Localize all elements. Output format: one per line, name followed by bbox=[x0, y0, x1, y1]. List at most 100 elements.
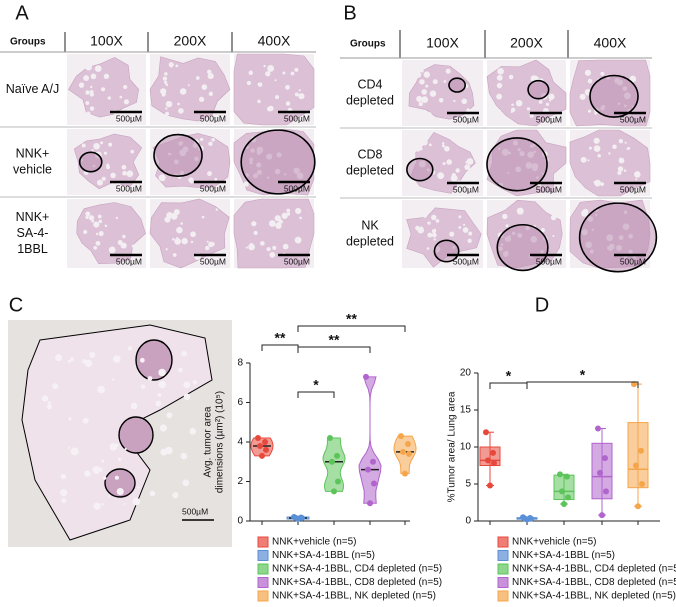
airspace bbox=[89, 351, 96, 358]
airspace bbox=[276, 222, 280, 225]
airspace bbox=[124, 447, 127, 451]
airspace bbox=[444, 145, 450, 152]
header-cell: 200X bbox=[510, 35, 543, 51]
row-label: depleted bbox=[346, 163, 394, 177]
legend-label: NNK+SA-4-1BBL, CD4 depleted (n=5) bbox=[272, 564, 442, 575]
airspace bbox=[85, 211, 91, 217]
airspace bbox=[429, 90, 437, 97]
airspace bbox=[505, 224, 509, 228]
significance-bracket bbox=[489, 382, 528, 389]
airspace bbox=[299, 216, 302, 220]
airspace bbox=[248, 243, 255, 251]
legend-swatch bbox=[497, 550, 509, 561]
legend-swatch bbox=[257, 577, 269, 588]
row-label: NNK+ bbox=[16, 210, 50, 224]
row-label: 1BBL bbox=[17, 242, 48, 256]
airspace bbox=[165, 83, 169, 86]
scale-label: 500µM bbox=[620, 256, 646, 266]
y-tick-label: 6 bbox=[237, 397, 243, 408]
scale-label: 500µM bbox=[536, 114, 562, 124]
row-label: Naïve A/J bbox=[6, 82, 60, 96]
data-point bbox=[331, 488, 337, 495]
panel-letter: D bbox=[535, 294, 549, 316]
data-point bbox=[259, 452, 265, 459]
airspace bbox=[187, 84, 190, 87]
airspace bbox=[587, 159, 590, 162]
data-point bbox=[367, 500, 373, 507]
airspace bbox=[208, 241, 214, 248]
airspace bbox=[608, 152, 611, 155]
airspace bbox=[122, 234, 126, 239]
airspace bbox=[132, 497, 141, 506]
airspace bbox=[275, 95, 280, 100]
lung-section bbox=[21, 324, 213, 541]
airspace bbox=[421, 139, 428, 146]
airspace bbox=[77, 243, 85, 251]
panel-letter: A bbox=[15, 2, 29, 24]
airspace bbox=[67, 359, 72, 363]
airspace bbox=[414, 71, 422, 78]
airspace bbox=[526, 107, 531, 111]
airspace bbox=[119, 95, 123, 99]
airspace bbox=[551, 68, 556, 73]
legend-swatch bbox=[497, 563, 509, 575]
airspace bbox=[453, 99, 456, 103]
airspace bbox=[269, 252, 276, 258]
header-cell: Groups bbox=[10, 37, 46, 48]
legend-swatch bbox=[257, 563, 269, 575]
airspace bbox=[162, 76, 168, 81]
data-point bbox=[329, 458, 335, 465]
airspace bbox=[166, 412, 173, 419]
significance-bracket bbox=[297, 391, 335, 398]
airspace bbox=[584, 69, 591, 76]
airspace bbox=[437, 172, 445, 180]
airspace bbox=[418, 101, 423, 107]
significance-label: ** bbox=[329, 332, 340, 348]
airspace bbox=[278, 219, 283, 224]
airspace bbox=[102, 476, 107, 480]
violin-body bbox=[322, 437, 346, 492]
data-point bbox=[263, 446, 269, 453]
row-label: CD4 bbox=[357, 77, 382, 91]
airspace bbox=[593, 145, 601, 152]
airspace bbox=[106, 163, 110, 167]
airspace bbox=[588, 146, 592, 150]
airspace bbox=[126, 170, 134, 178]
scale-label: 500µM bbox=[116, 113, 142, 123]
scale-label: 500µM bbox=[116, 256, 142, 266]
airspace bbox=[127, 346, 133, 351]
data-point bbox=[602, 455, 608, 462]
airspace bbox=[55, 354, 63, 362]
data-point bbox=[635, 503, 641, 510]
airspace bbox=[161, 92, 166, 97]
airspace bbox=[496, 93, 503, 100]
data-point bbox=[485, 457, 491, 464]
airspace bbox=[92, 466, 101, 474]
legend-swatch bbox=[497, 577, 509, 588]
airspace bbox=[538, 183, 542, 187]
airspace bbox=[181, 350, 187, 357]
data-point bbox=[565, 494, 571, 501]
data-point bbox=[371, 480, 377, 487]
airspace bbox=[93, 502, 101, 510]
airspace bbox=[295, 207, 302, 215]
y-tick-label: 20 bbox=[460, 368, 472, 379]
data-point bbox=[597, 469, 603, 476]
airspace bbox=[243, 181, 249, 187]
row-label: NNK+ bbox=[16, 146, 50, 160]
airspace bbox=[113, 355, 121, 363]
airspace bbox=[147, 376, 153, 381]
airspace bbox=[85, 101, 90, 105]
airspace bbox=[159, 424, 168, 432]
airspace bbox=[266, 247, 271, 252]
airspace bbox=[93, 221, 100, 228]
airspace bbox=[581, 209, 588, 217]
airspace bbox=[83, 75, 90, 82]
legend-swatch bbox=[257, 550, 269, 561]
airspace bbox=[446, 159, 452, 165]
airspace bbox=[465, 161, 468, 164]
airspace bbox=[579, 93, 586, 100]
airspace bbox=[624, 141, 627, 144]
tumor-outline bbox=[406, 157, 434, 182]
data-point bbox=[638, 447, 644, 454]
